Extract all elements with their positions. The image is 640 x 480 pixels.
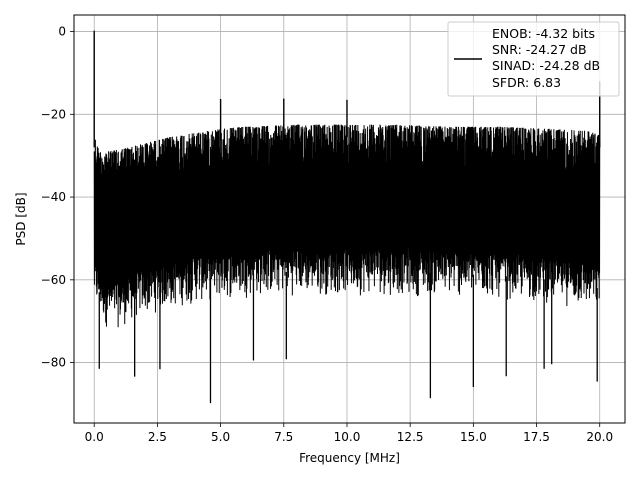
y-tick-label: −40	[41, 190, 66, 204]
legend-snr: SNR: -24.27 dB	[492, 42, 587, 57]
y-tick-label: 0	[58, 25, 66, 39]
y-tick-label: −60	[41, 273, 66, 287]
legend-sfdr: SFDR: 6.83	[492, 75, 561, 90]
x-tick-label: 20.0	[586, 430, 613, 444]
x-tick-label: 15.0	[460, 430, 487, 444]
x-tick-label: 10.0	[334, 430, 361, 444]
y-tick-label: −80	[41, 356, 66, 370]
x-tick-label: 12.5	[397, 430, 424, 444]
axes-frame	[73, 14, 626, 424]
y-axis-ticks: 0 −20 −40 −60 −80	[41, 25, 74, 370]
legend-sinad: SINAD: -24.28 dB	[492, 58, 600, 73]
psd-trace	[93, 124, 601, 328]
y-tick-label: −20	[41, 107, 66, 121]
x-tick-label: 0.0	[85, 430, 104, 444]
x-tick-label: 2.5	[148, 430, 167, 444]
legend: ENOB: -4.32 bits SNR: -24.27 dB SINAD: -…	[447, 21, 620, 97]
legend-box	[447, 21, 620, 97]
y-axis-label: PSD [dB]	[14, 192, 28, 245]
x-axis-ticks: 0.0 2.5 5.0 7.5 10.0 12.5 15.0 17.5 20.0	[85, 423, 613, 444]
x-tick-label: 17.5	[523, 430, 550, 444]
legend-enob: ENOB: -4.32 bits	[492, 26, 595, 41]
x-tick-label: 7.5	[274, 430, 293, 444]
x-tick-label: 5.0	[211, 430, 230, 444]
x-axis-label: Frequency [MHz]	[299, 451, 400, 465]
